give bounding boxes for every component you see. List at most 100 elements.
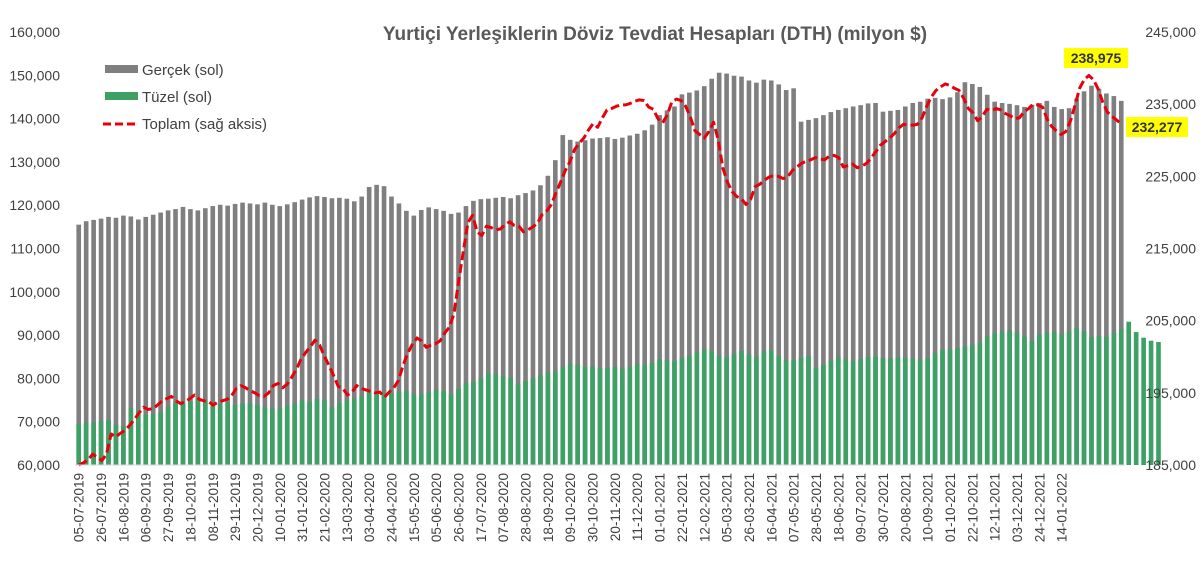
y-right-tick-label: 185,000 [1145,457,1196,473]
bar-tuzel [180,403,186,465]
x-tick-label: 20-12-2019 [250,473,265,542]
bar-tuzel [1074,327,1079,465]
bar-tuzel [984,336,990,465]
bar-tuzel [1104,336,1109,465]
bar-tuzel [366,392,372,465]
bar-tuzel [634,364,640,465]
bar-gercek [418,209,424,465]
bar-gercek [314,196,320,466]
x-tick-label: 28-08-2020 [519,473,534,542]
x-tick-label: 12-11-2021 [988,473,1003,541]
x-tick-label: 13-03-2020 [340,473,355,542]
bar-gercek [612,138,618,465]
bar-gercek [441,210,446,465]
bar-tuzel [776,355,782,465]
bar-tuzel [761,351,767,465]
x-tick-label: 16-04-2021 [764,473,779,542]
bar-tuzel [1037,334,1042,465]
bar-gercek [649,124,655,465]
bar-tuzel [605,367,610,465]
bar-tuzel [83,423,89,465]
bar-gercek [493,197,499,465]
bar-tuzel [828,360,834,465]
bar-gercek [523,193,528,465]
bar-tuzel [970,344,975,465]
annotation-last: 232,277 [1132,119,1183,135]
bar-tuzel [1044,332,1050,465]
bar-tuzel [798,357,804,465]
y-left-tick-label: 70,000 [17,414,60,430]
x-tick-label: 24-04-2020 [384,473,399,542]
bar-gercek [188,209,193,465]
x-tick-label: 18-06-2021 [831,473,846,542]
bar-tuzel [694,352,700,465]
y-right-tick-label: 195,000 [1145,385,1196,401]
bar-gercek [515,195,521,466]
bar-tuzel [932,353,938,465]
bar-gercek [217,204,223,465]
x-tick-label: 27-09-2019 [161,473,176,542]
bar-tuzel [448,394,454,465]
bar-tuzel [307,401,312,465]
x-tick-label: 17-07-2020 [474,473,489,542]
bar-tuzel [977,342,983,465]
bar-tuzel [746,354,752,465]
bar-gercek [850,106,856,465]
bar-gercek [888,110,893,465]
bar-tuzel [1096,335,1102,465]
y-left-tick-label: 140,000 [9,111,60,127]
bar-tuzel [731,354,737,465]
bar-tuzel [865,357,871,465]
bar-gercek [1029,104,1035,466]
bar-tuzel [418,394,424,465]
bar-gercek [984,94,990,465]
bar-tuzel [612,367,618,465]
legend: Gerçek (sol) Tüzel (sol) Toplam (sağ aks… [103,62,267,133]
bar-tuzel [203,400,208,465]
bar-gercek [1111,96,1117,465]
bar-tuzel [806,355,811,465]
bar-tuzel [262,407,268,465]
bar-tuzel [791,360,796,465]
bar-tuzel [664,360,670,465]
x-tick-label: 30-10-2020 [586,473,601,542]
bar-gercek [701,86,707,466]
bar-gercek [158,212,163,465]
bar-tuzel [500,376,506,465]
bar-gercek [448,213,454,465]
bar-gercek [694,90,700,465]
bar-gercek [500,196,506,465]
bar-tuzel [843,359,849,465]
y-right-tick-label: 205,000 [1145,313,1196,329]
bar-gercek [895,109,901,465]
x-tick-label: 07-08-2020 [496,473,511,542]
bar-gercek [471,200,476,465]
left-y-axis: 60,000 70,000 80,000 90,000 100,000 110,000 12… [9,24,60,473]
y-right-tick-label: 225,000 [1145,168,1196,184]
bar-gercek [545,175,551,465]
x-tick-label: 06-09-2019 [139,473,154,542]
bar-gercek [835,109,841,465]
bar-tuzel [404,390,409,465]
bar-gercek [627,135,633,466]
bar-tuzel [515,384,521,465]
bar-gercek [776,84,782,465]
bar-gercek [538,185,543,465]
bar-gercek [575,141,580,466]
bar-tuzel [835,357,841,465]
bar-tuzel [925,358,930,465]
bar-tuzel [150,413,156,465]
bar-gercek [128,216,134,465]
bar-tuzel [768,350,774,465]
bar-tuzel [1148,340,1154,465]
bar-gercek [917,101,923,466]
bar-tuzel [754,356,759,465]
x-tick-label: 14-01-2022 [1055,473,1070,542]
bar-gercek [374,184,379,465]
bar-tuzel [493,374,499,465]
bar-tuzel [396,391,402,465]
bar-tuzel [508,377,513,465]
bar-gercek [277,206,283,465]
x-tick-label: 09-10-2020 [563,473,578,542]
